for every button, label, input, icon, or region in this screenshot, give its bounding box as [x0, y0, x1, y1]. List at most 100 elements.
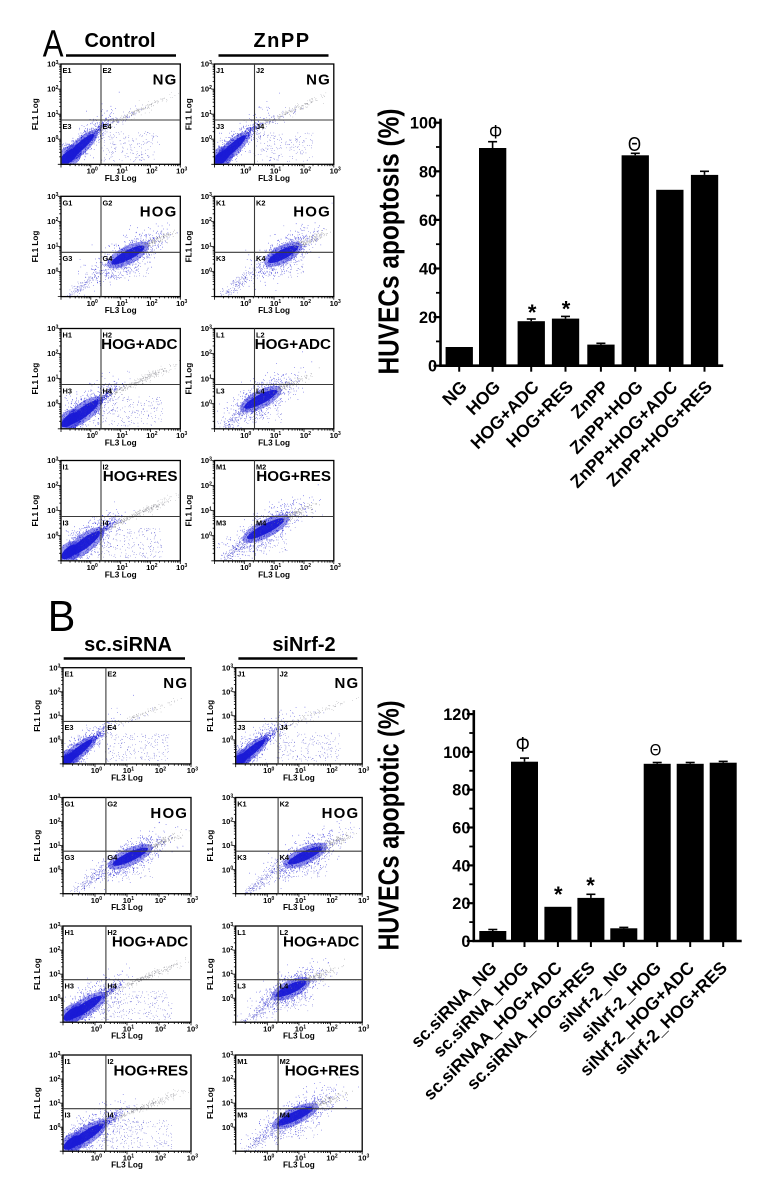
- svg-text:NG: NG: [334, 675, 359, 692]
- svg-text:103: 103: [222, 922, 233, 931]
- svg-text:K2: K2: [256, 198, 265, 207]
- svg-text:J3: J3: [237, 723, 245, 732]
- svg-text:103: 103: [47, 456, 58, 465]
- svg-text:102: 102: [300, 167, 311, 176]
- svg-text:M3: M3: [237, 1111, 247, 1120]
- svg-text:G3: G3: [63, 254, 73, 263]
- svg-text:100: 100: [240, 563, 251, 572]
- svg-text:103: 103: [47, 192, 58, 201]
- svg-text:100: 100: [222, 865, 233, 874]
- svg-text:20: 20: [452, 895, 470, 913]
- svg-text:100: 100: [47, 267, 58, 276]
- svg-text:101: 101: [201, 374, 212, 383]
- svg-text:100: 100: [91, 1153, 102, 1162]
- svg-text:100: 100: [201, 531, 212, 540]
- svg-text:G2: G2: [107, 800, 117, 809]
- svg-text:E2: E2: [103, 66, 112, 75]
- svg-text:101: 101: [295, 766, 306, 775]
- svg-text:102: 102: [146, 431, 157, 440]
- svg-text:103: 103: [358, 1153, 369, 1162]
- svg-text:FL3 Log: FL3 Log: [111, 1161, 143, 1170]
- svg-text:103: 103: [330, 563, 341, 572]
- svg-text:101: 101: [295, 1153, 306, 1162]
- svg-text:I2: I2: [107, 1057, 113, 1066]
- svg-text:101: 101: [123, 1024, 134, 1033]
- svg-text:FL1 Log: FL1 Log: [185, 363, 194, 395]
- svg-text:120: 120: [443, 706, 470, 724]
- svg-text:103: 103: [176, 563, 187, 572]
- svg-text:L1: L1: [216, 331, 225, 340]
- svg-text:FL1 Log: FL1 Log: [33, 1087, 42, 1119]
- svg-text:E4: E4: [103, 122, 113, 131]
- svg-text:HOG+ADC: HOG+ADC: [101, 336, 177, 353]
- svg-text:FL1 Log: FL1 Log: [31, 231, 40, 263]
- svg-text:J2: J2: [280, 670, 288, 679]
- svg-text:102: 102: [146, 167, 157, 176]
- svg-text:M1: M1: [216, 463, 226, 472]
- svg-text:103: 103: [187, 766, 198, 775]
- svg-text:I3: I3: [63, 518, 69, 527]
- svg-text:FL1 Log: FL1 Log: [33, 700, 42, 732]
- svg-text:HOG+ADC: HOG+ADC: [255, 336, 331, 353]
- svg-text:40: 40: [419, 261, 437, 279]
- svg-text:FL3 Log: FL3 Log: [111, 1032, 143, 1041]
- svg-text:HOG+RES: HOG+RES: [256, 468, 331, 485]
- svg-text:103: 103: [201, 324, 212, 333]
- svg-text:HOG+ADC: HOG+ADC: [112, 933, 188, 950]
- svg-text:*: *: [586, 873, 595, 898]
- svg-text:100: 100: [47, 135, 58, 144]
- svg-text:101: 101: [117, 299, 128, 308]
- svg-text:FL1 Log: FL1 Log: [206, 1087, 215, 1119]
- svg-text:103: 103: [176, 167, 187, 176]
- svg-text:103: 103: [222, 1051, 233, 1060]
- svg-text:103: 103: [187, 1153, 198, 1162]
- svg-text:103: 103: [222, 663, 233, 672]
- svg-text:E2: E2: [107, 670, 116, 679]
- svg-text:102: 102: [146, 299, 157, 308]
- svg-text:60: 60: [419, 212, 437, 230]
- svg-text:L2: L2: [256, 331, 265, 340]
- svg-text:101: 101: [201, 110, 212, 119]
- svg-text:K2: K2: [280, 800, 289, 809]
- svg-text:FL1 Log: FL1 Log: [33, 958, 42, 990]
- svg-text:102: 102: [222, 817, 233, 826]
- svg-text:HOG: HOG: [140, 204, 178, 221]
- svg-text:HOG+RES: HOG+RES: [285, 1062, 360, 1079]
- svg-text:B: B: [48, 592, 76, 640]
- svg-text:Θ: Θ: [628, 133, 641, 156]
- svg-text:103: 103: [187, 896, 198, 905]
- svg-text:103: 103: [47, 324, 58, 333]
- svg-text:FL3 Log: FL3 Log: [111, 903, 143, 912]
- svg-text:FL1 Log: FL1 Log: [185, 98, 194, 130]
- svg-text:FL1 Log: FL1 Log: [185, 231, 194, 263]
- svg-text:HOG: HOG: [293, 204, 331, 221]
- svg-text:102: 102: [49, 817, 60, 826]
- svg-text:102: 102: [300, 299, 311, 308]
- svg-text:100: 100: [240, 167, 251, 176]
- svg-text:100: 100: [49, 865, 60, 874]
- svg-text:Control: Control: [84, 30, 155, 52]
- svg-text:FL1 Log: FL1 Log: [33, 830, 42, 862]
- svg-text:101: 101: [123, 766, 134, 775]
- svg-text:103: 103: [201, 192, 212, 201]
- svg-text:0: 0: [461, 933, 470, 951]
- svg-text:sc.siRNA: sc.siRNA: [84, 634, 172, 656]
- svg-text:Φ: Φ: [516, 733, 530, 757]
- svg-text:*: *: [528, 300, 537, 325]
- svg-text:K4: K4: [256, 254, 266, 263]
- svg-text:102: 102: [326, 1024, 337, 1033]
- svg-text:HOG: HOG: [150, 805, 188, 822]
- svg-text:102: 102: [201, 481, 212, 490]
- svg-text:101: 101: [123, 896, 134, 905]
- svg-text:102: 102: [201, 85, 212, 94]
- svg-text:E1: E1: [65, 670, 74, 679]
- svg-text:K4: K4: [280, 853, 290, 862]
- svg-text:A: A: [43, 24, 65, 66]
- svg-text:M3: M3: [216, 518, 226, 527]
- svg-text:100: 100: [49, 994, 60, 1003]
- svg-text:102: 102: [201, 349, 212, 358]
- svg-text:G4: G4: [103, 254, 114, 263]
- svg-text:K1: K1: [216, 198, 225, 207]
- svg-text:101: 101: [47, 242, 58, 251]
- svg-text:101: 101: [222, 711, 233, 720]
